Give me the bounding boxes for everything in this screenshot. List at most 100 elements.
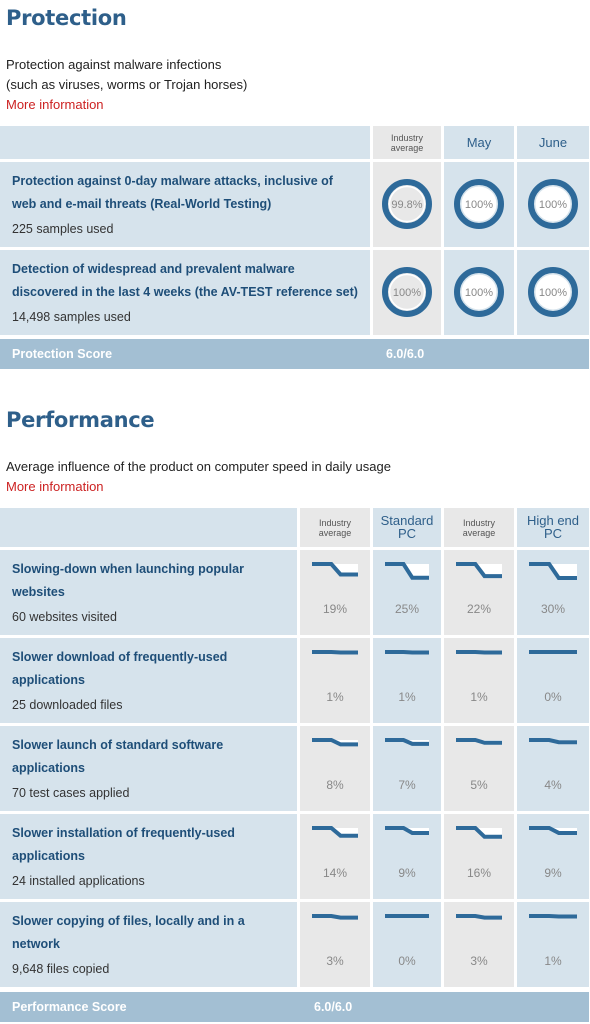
performance-row-1-col-1-graph-line	[312, 562, 358, 577]
performance-row-2: Slower download of frequently-used applic…	[0, 638, 297, 723]
performance-row-3: Slower launch of standard software applic…	[0, 726, 297, 811]
protection-row-1-industry-value: 99.8%	[391, 199, 422, 211]
performance-row-1-col-3-graph-fill	[475, 564, 502, 577]
protection-row-2-title-line2: discovered in the last 4 weeks (the AV-T…	[12, 285, 358, 299]
protection-row-2-may-cell: 100%	[444, 250, 514, 335]
protection-row-1-samples: 225 samples used	[12, 222, 114, 236]
performance-row-4-col-1-value: 14%	[322, 866, 348, 880]
protection-row-2-samples: 14,498 samples used	[12, 310, 131, 324]
protection-row-1-may-value: 100%	[465, 199, 493, 211]
performance-header-standard-line1: Standard	[380, 513, 434, 528]
protection-heading: Protection	[6, 6, 127, 30]
performance-row-1-col-3-value: 22%	[466, 602, 492, 616]
performance-row-5-col-1-graph-line	[312, 914, 358, 920]
performance-heading: Performance	[6, 408, 155, 432]
protection-row-2-june-cell: 100%	[517, 250, 589, 335]
performance-row-2-title-line2: applications	[12, 673, 85, 687]
performance-row-5-col-4-value: 1%	[544, 954, 562, 968]
performance-header-blank	[0, 508, 297, 547]
performance-row-4-col-4: 9%	[517, 814, 589, 899]
protection-header-may: May	[444, 126, 514, 159]
performance-row-5-col-4-graph-line	[529, 914, 577, 919]
protection-header-may-label: May	[466, 135, 492, 150]
performance-row-4-col-1: 14%	[300, 814, 370, 899]
performance-row-3-col-1-value: 8%	[326, 778, 344, 792]
performance-row-4-title-line2: applications	[12, 849, 85, 863]
protection-row-2-industry-cell: 100%	[373, 250, 441, 335]
performance-row-1-col-3: 22%	[444, 550, 514, 635]
performance-row-1-subtitle: 60 websites visited	[12, 610, 117, 624]
performance-row-5-col-1-slowdown-graph	[312, 914, 358, 920]
performance-header-industry-2-line2: average	[462, 528, 496, 538]
performance-row-3-col-3: 5%	[444, 726, 514, 811]
performance-row-2-col-2-slowdown-graph	[385, 650, 429, 655]
performance-row-2-col-3-value: 1%	[470, 690, 488, 704]
protection-row-2-may-ring: 100%	[454, 267, 504, 317]
protection-header-blank	[0, 126, 370, 159]
performance-row-4-col-4-value: 9%	[544, 866, 562, 880]
protection-header-industry: Industry average	[373, 126, 441, 159]
performance-row-1-col-1: 19%	[300, 550, 370, 635]
protection-row-1-june-cell: 100%	[517, 162, 589, 247]
protection-row-1-may-ring: 100%	[454, 179, 504, 229]
protection-row-2-may-value: 100%	[465, 287, 493, 299]
performance-row-2-col-3-slowdown-graph	[456, 650, 502, 655]
performance-row-3-col-1-slowdown-graph	[312, 738, 358, 747]
performance-row-3-title-line1: Slower launch of standard software	[12, 738, 224, 752]
performance-row-2-col-4-value: 0%	[544, 690, 562, 704]
performance-row-2-col-4: 0%	[517, 638, 589, 723]
performance-more-info-link[interactable]: More information	[6, 479, 104, 494]
performance-row-1-col-2: 25%	[373, 550, 441, 635]
performance-row-2-col-1: 1%	[300, 638, 370, 723]
performance-row-3-col-4-graph-line	[529, 738, 577, 745]
performance-row-5-title-line2: network	[12, 937, 60, 951]
performance-row-1-col-4-value: 30%	[540, 602, 566, 616]
performance-desc: Average influence of the product on comp…	[6, 459, 391, 474]
performance-row-1-col-2-slowdown-graph	[385, 562, 429, 580]
performance-row-4-col-4-slowdown-graph	[529, 826, 577, 835]
performance-row-3-col-4-value: 4%	[544, 778, 562, 792]
performance-row-3-subtitle: 70 test cases applied	[12, 786, 130, 800]
performance-row-5-col-1-value: 3%	[326, 954, 344, 968]
performance-score-bar: Performance Score 6.0/6.0	[0, 992, 589, 1022]
protection-header-june: June	[517, 126, 589, 159]
protection-header-industry-line1: Industry	[390, 133, 423, 143]
performance-row-3-title-line2: applications	[12, 761, 85, 775]
performance-row-4-col-3-graph-line	[456, 826, 502, 839]
performance-row-5-col-3-value: 3%	[470, 954, 488, 968]
performance-row-1-col-2-value: 25%	[394, 602, 420, 616]
protection-header-june-label: June	[538, 135, 568, 150]
performance-row-5-title-line1: Slower copying of files, locally and in …	[12, 914, 245, 928]
performance-row-4-col-3-slowdown-graph	[456, 826, 502, 839]
performance-row-3-col-2: 7%	[373, 726, 441, 811]
performance-row-3-col-3-graph-line	[456, 738, 502, 745]
protection-row-1-may-cell: 100%	[444, 162, 514, 247]
protection-header-industry-line2: average	[390, 143, 424, 153]
performance-row-1-col-1-value: 19%	[322, 602, 348, 616]
performance-row-4: Slower installation of frequently-used ap…	[0, 814, 297, 899]
protection-row-2-june-value: 100%	[539, 287, 567, 299]
performance-row-1-col-3-graph-line	[456, 562, 502, 579]
performance-row-1-col-3-slowdown-graph	[456, 562, 502, 579]
performance-header-industry-1: Industry average	[300, 508, 370, 547]
performance-row-5-col-3-slowdown-graph	[456, 914, 502, 920]
performance-row-2-subtitle: 25 downloaded files	[12, 698, 123, 712]
protection-row-2-title-line1: Detection of widespread and prevalent ma…	[12, 262, 295, 276]
performance-row-5-col-4: 1%	[517, 902, 589, 987]
protection-row-1-title-line2: web and e-mail threats (Real-World Testi…	[12, 197, 272, 211]
protection-desc-line2: (such as viruses, worms or Trojan horses…	[6, 77, 248, 92]
protection-row-2: Detection of widespread and prevalent ma…	[0, 250, 370, 335]
performance-row-3-col-3-value: 5%	[470, 778, 488, 792]
performance-row-1-title-line2: websites	[12, 585, 65, 599]
performance-score-label: Performance Score	[12, 1000, 127, 1014]
performance-row-3-col-2-graph-line	[385, 738, 429, 746]
protection-score-bar: Protection Score 6.0/6.0	[0, 339, 589, 369]
performance-row-4-col-3-graph-fill	[475, 828, 502, 837]
performance-header-high-end-line2: PC	[543, 526, 563, 541]
performance-row-1-col-2-graph-fill	[403, 564, 429, 578]
performance-row-2-title-line1: Slower download of frequently-used	[12, 650, 228, 664]
protection-desc-line1: Protection against malware infections	[6, 57, 222, 72]
protection-more-info-link[interactable]: More information	[6, 97, 104, 112]
performance-row-3-col-4-slowdown-graph	[529, 738, 577, 745]
performance-row-4-col-2-graph-line	[385, 826, 429, 835]
